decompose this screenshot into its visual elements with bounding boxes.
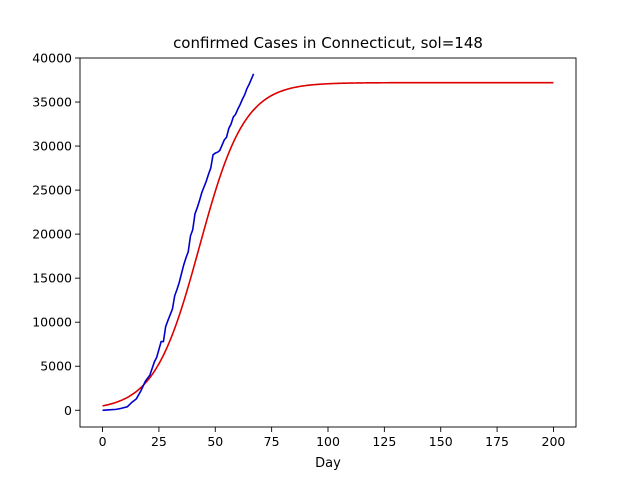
y-tick-label: 40000 (32, 51, 72, 66)
x-tick-label: 25 (151, 434, 167, 449)
y-tick-label: 15000 (32, 271, 72, 286)
x-tick-label: 150 (429, 434, 453, 449)
y-axis: 0 5000 10000 15000 20000 25000 30000 35000 40000 (32, 51, 80, 418)
y-tick-label: 30000 (32, 139, 72, 154)
x-tick-label: 200 (542, 434, 566, 449)
x-tick-label: 175 (485, 434, 509, 449)
x-tick-label: 0 (99, 434, 107, 449)
series-line-fit (102, 81, 554, 407)
x-axis: 0 25 50 75 100 125 150 175 200 (99, 427, 566, 449)
y-tick-label: 35000 (32, 95, 72, 110)
series-line-observed (102, 73, 255, 412)
x-axis-label: Day (315, 456, 341, 471)
x-tick-label: 125 (372, 434, 396, 449)
x-tick-label: 75 (264, 434, 280, 449)
x-tick-label: 100 (316, 434, 340, 449)
x-tick-label: 50 (207, 434, 223, 449)
y-tick-label: 25000 (32, 183, 72, 198)
y-tick-label: 5000 (40, 359, 72, 374)
y-tick-label: 0 (64, 403, 72, 418)
plot-area (102, 73, 554, 412)
y-tick-label: 20000 (32, 227, 72, 242)
y-tick-label: 10000 (32, 315, 72, 330)
chart-title: confirmed Cases in Connecticut, sol=148 (173, 34, 483, 52)
